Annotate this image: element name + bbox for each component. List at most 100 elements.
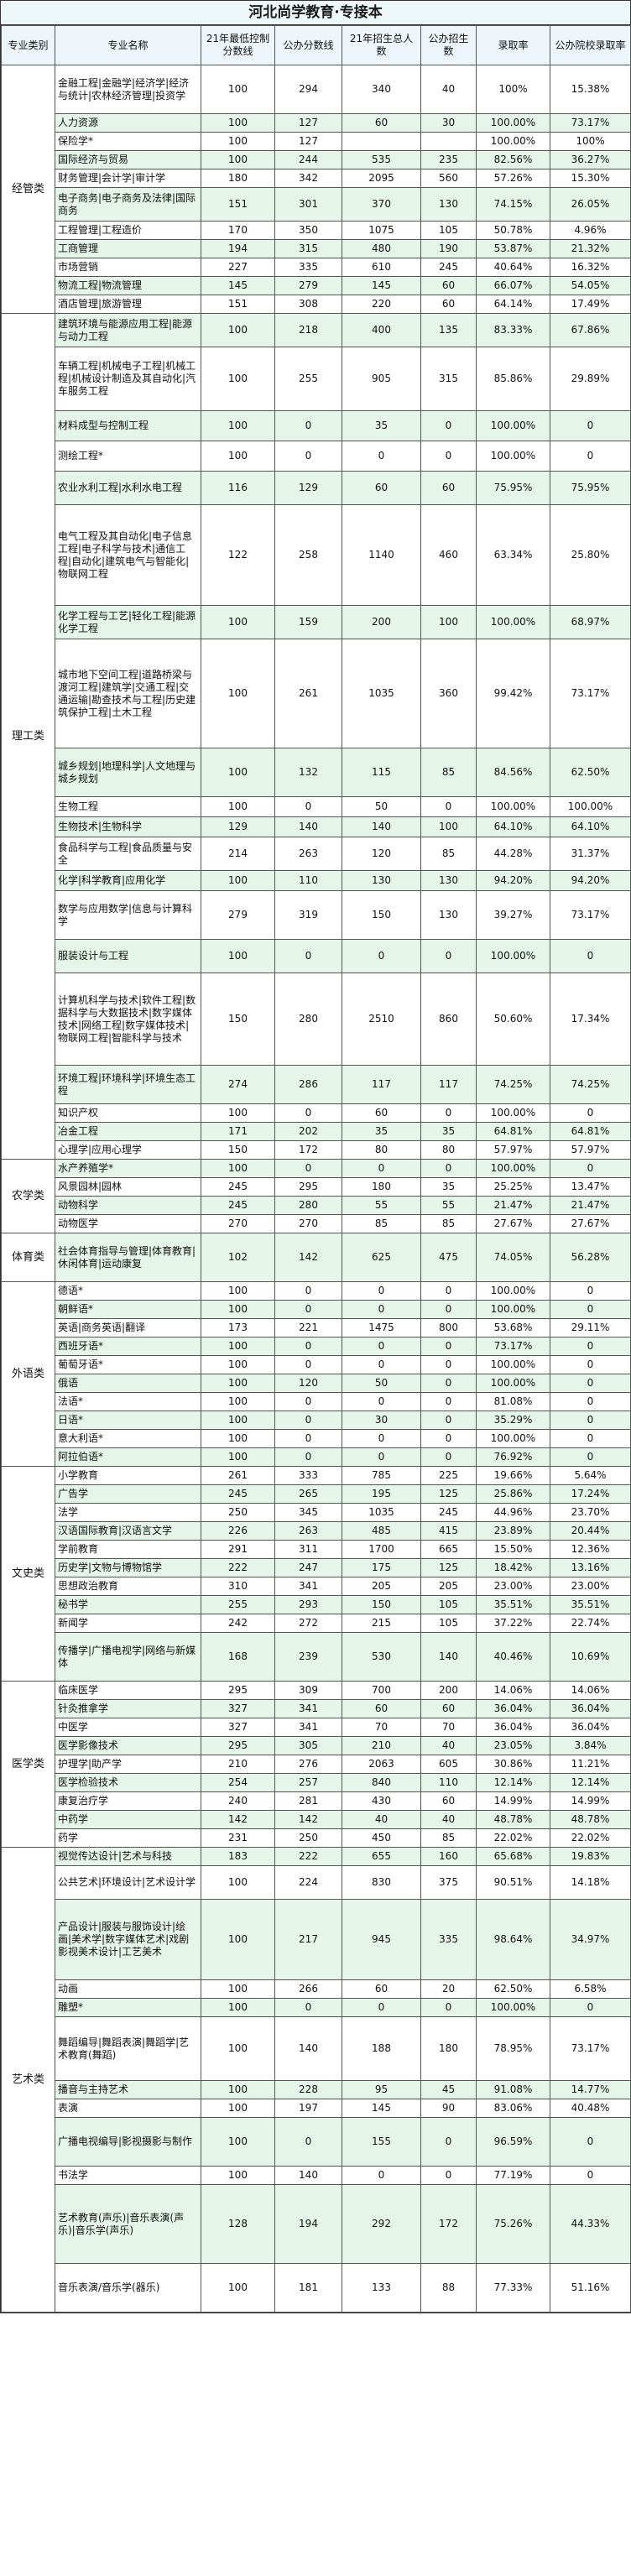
total-enroll-cell: 30 (342, 1411, 421, 1430)
total-enroll-cell: 60 (342, 1979, 421, 1999)
admit-rate-cell: 23.89% (476, 1521, 550, 1541)
total-enroll-cell: 340 (342, 65, 421, 114)
total-enroll-cell: 180 (342, 1177, 421, 1197)
public-score-cell: 221 (274, 1318, 342, 1338)
public-admit-rate-cell: 0 (550, 1281, 631, 1301)
min-score-cell: 122 (201, 504, 275, 606)
public-admit-rate-cell: 100.00% (550, 796, 631, 817)
admit-rate-cell: 23.05% (476, 1736, 550, 1755)
public-score-cell: 258 (274, 504, 342, 606)
table-row: 学前教育 291 311 1700 665 15.50% 12.36% (2, 1540, 631, 1559)
public-admit-rate-cell: 31.37% (550, 837, 631, 871)
public-enroll-cell: 225 (420, 1466, 477, 1485)
public-score-cell: 335 (274, 258, 342, 277)
major-cell: 知识产权 (55, 1103, 201, 1123)
total-enroll-cell: 0 (342, 2166, 421, 2185)
major-cell: 电气工程及其自动化|电子信息工程|电子科学与技术|通信工程|自动化|建筑电气与智… (55, 504, 201, 606)
public-score-cell: 0 (274, 2117, 342, 2167)
public-enroll-cell: 30 (420, 113, 477, 133)
public-enroll-cell: 0 (420, 796, 477, 817)
total-enroll-cell: 480 (342, 239, 421, 258)
min-score-cell: 210 (201, 1755, 275, 1774)
public-enroll-cell: 135 (420, 313, 477, 347)
table-row: 化学工程与工艺|轻化工程|能源化学工程 100 159 200 100 100.00% 68… (2, 605, 631, 639)
admit-rate-cell: 35.29% (476, 1411, 550, 1430)
public-admit-rate-cell: 29.11% (550, 1318, 631, 1338)
table-row: 动物医学 270 270 85 85 27.67% 27.67% (2, 1214, 631, 1233)
public-score-cell: 239 (274, 1632, 342, 1682)
public-score-cell: 247 (274, 1558, 342, 1577)
public-admit-rate-cell: 14.77% (550, 2080, 631, 2099)
public-score-cell: 129 (274, 471, 342, 505)
min-score-cell: 100 (201, 1374, 275, 1393)
major-cell: 广播电视编导|影视摄影与制作 (55, 2117, 201, 2167)
total-enroll-cell: 0 (342, 1300, 421, 1319)
public-score-cell: 222 (274, 1847, 342, 1866)
total-enroll-cell: 0 (342, 1998, 421, 2017)
public-enroll-cell: 0 (420, 1103, 477, 1123)
min-score-cell: 100 (201, 796, 275, 817)
major-cell: 国际经济与贸易 (55, 150, 201, 169)
public-score-cell: 0 (274, 1103, 342, 1123)
admit-rate-cell: 19.66% (476, 1466, 550, 1485)
public-enroll-cell: 85 (420, 1828, 477, 1848)
public-enroll-cell: 55 (420, 1196, 477, 1215)
admit-rate-cell: 82.56% (476, 150, 550, 169)
major-cell: 酒店管理|旅游管理 (55, 295, 201, 314)
public-admit-rate-cell: 73.17% (550, 2016, 631, 2081)
public-admit-rate-cell: 13.47% (550, 1177, 631, 1197)
total-enroll-cell: 210 (342, 1736, 421, 1755)
admit-rate-cell: 100.00% (476, 1998, 550, 2017)
public-admit-rate-cell: 73.17% (550, 113, 631, 133)
admit-rate-cell: 64.10% (476, 816, 550, 837)
major-cell: 意大利语* (55, 1429, 201, 1448)
table-row: 产品设计|服装与服饰设计|绘画|美术学|数字媒体艺术|戏剧影视美术设计|工艺美术… (2, 1899, 631, 1980)
min-score-cell: 168 (201, 1632, 275, 1682)
public-enroll-cell: 125 (420, 1484, 477, 1504)
min-score-cell: 310 (201, 1577, 275, 1596)
admit-rate-cell: 100.00% (476, 1281, 550, 1301)
public-score-cell: 308 (274, 295, 342, 314)
admit-rate-cell: 44.96% (476, 1503, 550, 1522)
major-cell: 物流工程|物流管理 (55, 276, 201, 295)
public-score-cell: 0 (274, 1337, 342, 1356)
total-enroll-cell: 2063 (342, 1755, 421, 1774)
public-admit-rate-cell: 36.27% (550, 150, 631, 169)
admit-rate-cell: 39.27% (476, 890, 550, 940)
min-score-cell: 261 (201, 1466, 275, 1485)
major-cell: 临床医学 (55, 1681, 201, 1700)
table-row: 物流工程|物流管理 145 279 145 60 66.07% 54.05% (2, 276, 631, 295)
total-enroll-cell: 0 (342, 1429, 421, 1448)
public-admit-rate-cell: 0 (550, 1374, 631, 1393)
public-enroll-cell: 105 (420, 1614, 477, 1633)
public-admit-rate-cell: 94.20% (550, 870, 631, 891)
public-admit-rate-cell: 19.83% (550, 1847, 631, 1866)
major-cell: 视觉传达设计|艺术与科技 (55, 1847, 201, 1866)
public-admit-rate-cell: 36.04% (550, 1699, 631, 1718)
public-enroll-cell: 860 (420, 973, 477, 1066)
admit-rate-cell: 65.68% (476, 1847, 550, 1866)
min-score-cell: 327 (201, 1718, 275, 1737)
public-admit-rate-cell: 0 (550, 1447, 631, 1467)
public-enroll-cell: 205 (420, 1577, 477, 1596)
total-enroll-cell: 2510 (342, 973, 421, 1066)
header-min-score: 21年最低控制分数线 (201, 25, 275, 65)
major-cell: 日语* (55, 1411, 201, 1430)
public-score-cell: 0 (274, 1159, 342, 1178)
public-enroll-cell: 117 (420, 1065, 477, 1104)
major-cell: 数学与应用数学|信息与计算科学 (55, 890, 201, 940)
admit-rate-cell: 50.60% (476, 973, 550, 1066)
public-admit-rate-cell: 73.17% (550, 639, 631, 748)
admit-rate-cell: 100.00% (476, 132, 550, 151)
table-row: 外语类 德语* 100 0 0 0 100.00% 0 (1, 1281, 631, 1467)
total-enroll-cell: 905 (342, 347, 421, 411)
public-enroll-cell: 0 (420, 1998, 477, 2017)
public-score-cell: 0 (274, 410, 342, 441)
admit-rate-cell: 74.05% (476, 1233, 550, 1282)
min-score-cell: 150 (201, 973, 275, 1066)
page-title: 河北尚学教育·专接本 (1, 1, 630, 25)
public-enroll-cell: 130 (420, 187, 477, 222)
public-admit-rate-cell: 0 (550, 1300, 631, 1319)
min-score-cell: 100 (201, 1865, 275, 1900)
admit-rate-cell: 21.47% (476, 1196, 550, 1215)
